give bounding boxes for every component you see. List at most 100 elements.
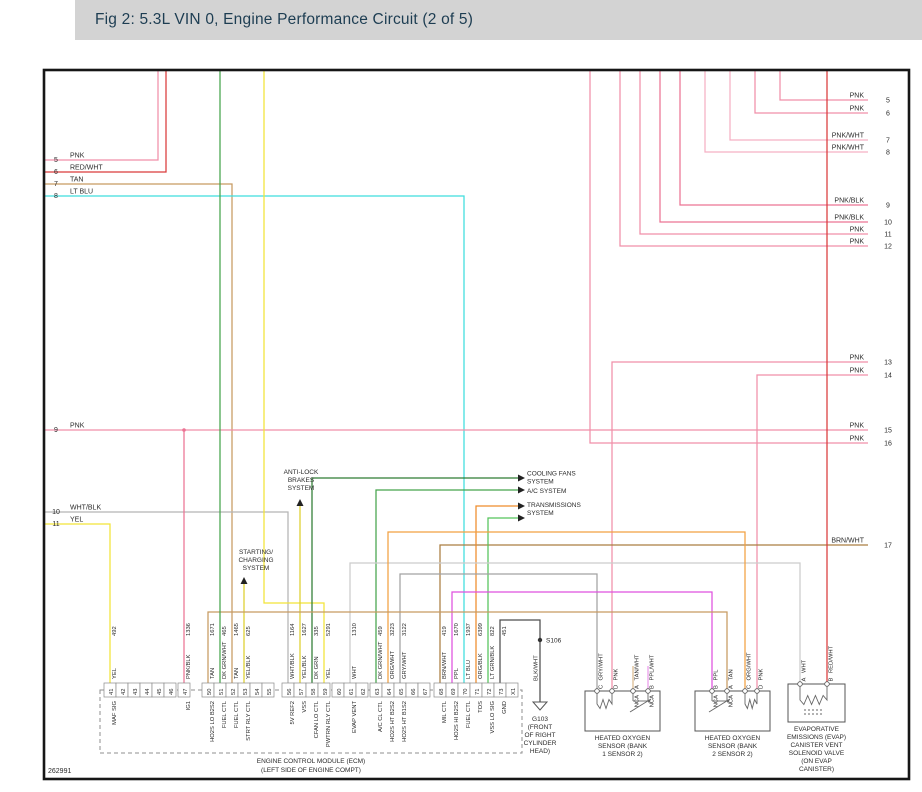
ecm-pin-number: 62 [361,689,367,695]
pin-function-label: EVAP VENT [352,701,358,733]
wire-color-label: TAN [70,177,83,184]
wire-color-label: PNK [850,106,865,113]
wire-color-label: LT BLU [466,660,472,679]
ground-label: OF RIGHT [524,732,555,739]
wire-color-label: WHT [352,665,358,679]
ecm-pin-box [177,682,191,698]
ecm-pin-number: 63 [375,689,381,695]
ecm-pin-number: 67 [423,689,429,695]
component-label: EVAPORATIVE [794,726,840,733]
edge-connector-number: 9 [54,427,58,434]
component-label: SENSOR (BANK [708,743,758,750]
edge-connector-number: 13 [884,360,892,367]
ecm-pin-number: 61 [349,689,355,695]
edge-connector-number: 10 [884,220,892,227]
edge-connector-number: 7 [886,138,890,145]
ecm-pin-number: 53 [243,689,249,695]
edge-connector-number: 11 [52,521,59,528]
wire-pnk [754,70,868,114]
wire-color-label: PNK [70,423,85,430]
wire-brnwht [439,544,868,683]
edge-connector-number: 16 [884,441,892,448]
arrow-right-icon [518,474,525,482]
circuit-number: 1164 [290,623,296,636]
heater-element-icon [596,693,613,710]
wire-color-label: RED/WHT [829,645,835,673]
ecm-pin-number: 69 [451,689,457,695]
pin-function-label: MIL CTL [442,700,448,723]
edge-connector-number: 10 [52,509,60,516]
wire-color-label: WHT [802,659,808,673]
ground-label: HEAD) [530,748,550,755]
starting-callout: SYSTEM [243,565,270,572]
sensor-arrow-tip [647,699,651,704]
ecm-pin-number: 71 [475,689,481,695]
nca-label: NCA [729,695,735,707]
ecm-pin-box [317,682,331,698]
ecm-pin-number: 65 [399,689,405,695]
wire-color-label: PNK [850,239,865,246]
wire-color-label: TAN/WHT [635,654,641,680]
wire-color-label: PNK [614,668,620,680]
wire-whtblk [45,511,289,683]
figure-title: Fig 2: 5.3L VIN 0, Engine Performance Ci… [95,11,474,28]
component-label: HEATED OXYGEN [705,735,761,742]
wire-pnk [756,374,868,691]
ecm-pin-number: 46 [169,689,175,695]
circuit-number: 451 [502,626,508,636]
edge-connector-number: 8 [886,150,890,157]
wire-color-label: YEL [112,667,118,679]
wire-pnk [779,70,868,101]
wire-pnkblk [679,70,868,206]
circuit-number: 6399 [478,623,484,636]
ecm-pin-number: 60 [337,689,343,695]
edge-labels-layer: 5 PNK 6 RED/WHT 7 TAN 8 LT BLU 9 PNK 10 WHT/BLK 11 YE… [52,93,892,550]
cooling-fans-callout: COOLING FANS [527,471,576,478]
wire-color-label: RED/WHT [70,165,103,172]
terminal-letter: D [614,685,620,689]
circuit-number: 419 [442,626,448,636]
edge-connector-number: 12 [884,244,892,251]
edge-connector-number: 15 [884,428,892,435]
ho2s-box [584,690,661,732]
arrow-up-icon [240,577,248,584]
terminal-letter: C [599,685,605,689]
component-label: SENSOR (BANK [598,743,648,750]
edge-connector-number: 14 [884,373,892,380]
wire-dkgrnwht [375,489,518,683]
abs-callout: ANTI-LOCK [284,469,319,476]
pin-function-label: PWTRN RLY CTL [326,700,332,747]
circuit-number: 335 [314,626,320,636]
terminal-letter: C [747,685,753,689]
wire-color-label: DK GRN/WHT [222,641,228,679]
circuit-number: 5291 [326,623,332,636]
sensor-arrow-tip [726,699,730,704]
wire-color-label: BRN/WHT [831,538,864,545]
arrow-right-icon [518,486,525,494]
pin-function-label: MAF SIG [112,701,118,725]
sensor-arrow-icon [629,698,652,713]
junction-dot [182,428,186,432]
wire-color-label: PNK [850,93,865,100]
wire-pnkblk [659,70,868,223]
edge-connector-number: 8 [54,193,58,200]
edge-connector-number: 17 [884,543,892,550]
abs-callout: BRAKES [288,477,315,484]
heater-element-icon [744,693,758,711]
ecm-label: (LEFT SIDE OF ENGINE COMPT) [261,767,361,774]
terminal-letter: B [829,678,835,682]
pin-function-label: HO2S HI B2S2 [454,701,460,740]
component-label: SOLENOID VALVE [789,750,845,757]
wire-pnk [45,70,159,161]
wire-color-label: YEL [326,667,332,679]
ecm-pin-number: 64 [387,688,393,695]
ecm-pin-number: 54 [255,688,261,695]
wire-color-label: PNK/BLK [834,215,864,222]
edge-connector-number: 7 [54,181,58,188]
pin-function-label: A/C CL CTL [378,700,384,732]
circuit-number: 3223 [390,623,396,636]
wire-ltblu [45,195,465,683]
wire-grywht [399,573,598,691]
edge-connector-number: 5 [886,98,890,105]
